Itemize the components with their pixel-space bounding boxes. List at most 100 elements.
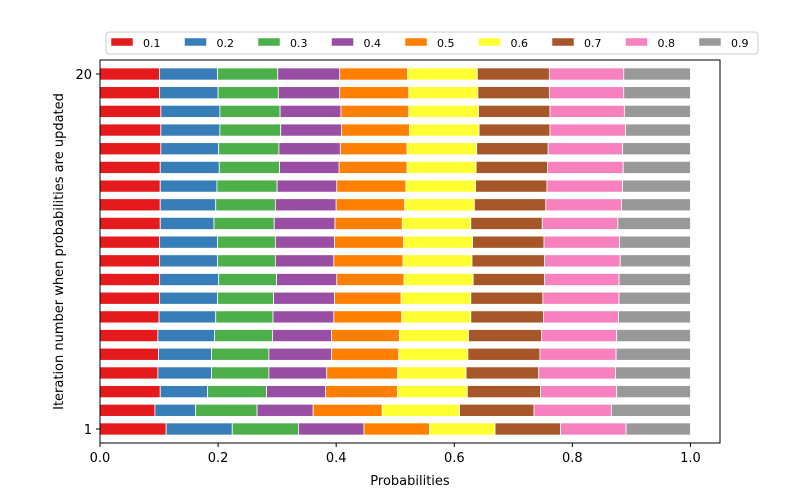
bar-iter-18-series-0.2 [160, 104, 221, 118]
bar-iter-19-series-0.2 [159, 86, 219, 100]
bar-iter-7-series-0.1 [99, 310, 160, 324]
x-tick-label: 0.2 [208, 451, 229, 466]
bar-iter-5-series-0.8 [539, 347, 617, 361]
legend-swatch-0.8 [625, 37, 648, 47]
bar-iter-2-series-0.5 [312, 403, 383, 417]
bar-iter-18-series-0.7 [478, 104, 551, 118]
bar-iter-5-series-0.2 [158, 347, 213, 361]
legend-swatch-0.4 [331, 37, 354, 47]
bar-iter-18-series-0.6 [408, 104, 479, 118]
bar-iter-14-series-0.2 [159, 179, 218, 193]
bar-iter-10-series-0.7 [471, 254, 546, 268]
x-tick-label: 1.0 [680, 451, 701, 466]
bar-iter-2-series-0.2 [154, 403, 197, 417]
x-tick-label: 0.6 [444, 451, 465, 466]
bar-iter-13-series-0.5 [335, 198, 406, 212]
bar-iter-14-series-0.6 [405, 179, 476, 193]
bar-iter-13-series-0.1 [99, 198, 161, 212]
legend-label-0.1: 0.1 [143, 37, 161, 50]
bar-iter-16-series-0.5 [339, 142, 408, 156]
bar-iter-3-series-0.8 [540, 385, 618, 399]
bar-iter-20-series-0.7 [476, 67, 550, 81]
bar-iter-4-series-0.8 [538, 366, 616, 380]
bar-iter-20-series-0.4 [277, 67, 341, 81]
bar-iter-9-series-0.7 [472, 273, 546, 286]
bar-iter-8-series-0.6 [400, 291, 472, 305]
bar-iter-3-series-0.2 [159, 385, 208, 399]
bar-iter-12-series-0.8 [541, 216, 619, 230]
bar-iter-10-series-0.5 [333, 254, 404, 268]
bar-iter-11-series-0.7 [472, 235, 545, 249]
bar-iter-4-series-0.5 [326, 366, 398, 380]
bar-iter-4-series-0.3 [211, 366, 270, 380]
bar-iter-16-series-0.7 [476, 142, 549, 156]
bar-iter-20-series-0.9 [623, 67, 691, 81]
bar-iter-17-series-0.1 [99, 123, 162, 137]
bar-iter-8-series-0.2 [159, 291, 218, 305]
bar-iter-15-series-0.7 [475, 160, 548, 174]
bar-iter-18-series-0.4 [279, 104, 342, 118]
bar-iter-11-series-0.2 [159, 235, 218, 249]
bar-iter-1-series-0.7 [494, 422, 561, 436]
x-axis-label: Probabilities [370, 474, 450, 489]
bar-iter-13-series-0.3 [215, 198, 276, 212]
bar-iter-1-series-0.8 [560, 422, 627, 436]
bar-iter-16-series-0.6 [406, 142, 478, 156]
bar-iter-12-series-0.6 [401, 216, 472, 230]
legend-swatch-0.5 [404, 37, 428, 47]
bar-iter-2-series-0.4 [256, 403, 314, 417]
bar-iter-11-series-0.5 [334, 235, 404, 249]
legend-label-0.8: 0.8 [658, 37, 676, 50]
bar-iter-5-series-0.9 [615, 347, 691, 361]
bar-iter-8-series-0.5 [334, 291, 402, 305]
bar-iter-1-series-0.9 [625, 422, 691, 436]
y-axis: 1 20 [75, 68, 100, 438]
bar-iter-11-series-0.1 [99, 235, 161, 249]
bar-iter-11-series-0.4 [274, 235, 335, 249]
legend-label-0.6: 0.6 [511, 37, 529, 50]
bar-iter-18-series-0.3 [219, 104, 281, 118]
bar-iter-15-series-0.2 [159, 160, 220, 174]
legend-label-0.3: 0.3 [290, 37, 308, 50]
bar-iter-17-series-0.3 [219, 123, 282, 137]
bar-iter-20-series-0.5 [339, 67, 409, 81]
bar-iter-14-series-0.4 [276, 179, 338, 193]
bar-iter-12-series-0.5 [334, 216, 403, 230]
bar-iter-15-series-0.4 [279, 160, 340, 174]
bar-iter-6-series-0.2 [157, 329, 215, 343]
bar-iter-13-series-0.6 [404, 198, 475, 212]
bar-iter-4-series-0.2 [157, 366, 212, 380]
legend-label-0.5: 0.5 [437, 37, 455, 50]
bar-iter-9-series-0.3 [218, 273, 277, 286]
bar-iter-12-series-0.1 [99, 216, 161, 230]
bar-iter-14-series-0.5 [336, 179, 407, 193]
bar-iter-11-series-0.3 [217, 235, 276, 249]
bar-iter-14-series-0.8 [546, 179, 623, 193]
legend-swatch-0.9 [698, 37, 722, 47]
bar-iter-10-series-0.6 [402, 254, 473, 268]
bar-iter-18-series-0.5 [340, 104, 410, 118]
x-tick-label: 0.4 [326, 451, 347, 466]
bar-iter-1-series-0.4 [297, 422, 365, 436]
bar-iter-14-series-0.9 [622, 179, 691, 193]
bar-iter-5-series-0.5 [331, 347, 400, 361]
bar-iter-7-series-0.7 [470, 310, 544, 324]
bar-iter-15-series-0.5 [338, 160, 408, 174]
bar-iter-19-series-0.7 [477, 86, 550, 100]
bar-iter-7-series-0.6 [401, 310, 472, 324]
bar-iter-6-series-0.3 [214, 329, 273, 343]
bar-iter-7-series-0.8 [543, 310, 619, 324]
legend-swatch-0.1 [110, 37, 134, 47]
legend-swatch-0.3 [257, 37, 281, 47]
y-axis-label: Iteration number when probabilities are … [52, 93, 67, 410]
x-tick-label: 0.8 [562, 451, 583, 466]
bar-iter-15-series-0.8 [547, 160, 624, 174]
bar-iter-8-series-0.4 [273, 291, 335, 305]
x-tick-label: 0.0 [90, 451, 111, 466]
bar-iter-18-series-0.1 [99, 104, 162, 118]
bar-iter-18-series-0.8 [549, 104, 625, 118]
bar-iter-16-series-0.1 [99, 142, 162, 156]
bar-iter-16-series-0.3 [218, 142, 280, 156]
bar-iter-7-series-0.5 [333, 310, 403, 324]
bar-iter-9-series-0.6 [403, 273, 474, 286]
